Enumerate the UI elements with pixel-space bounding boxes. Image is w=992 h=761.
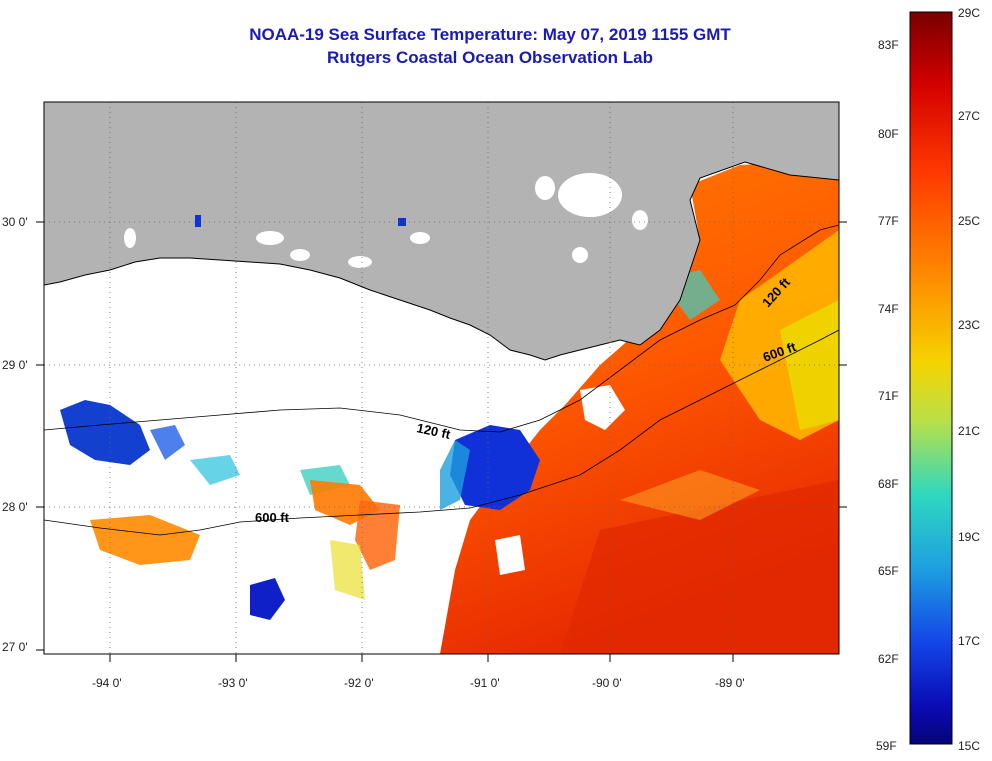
colorbar-f-label: 68F (878, 477, 899, 491)
lake-coastal-3 (572, 247, 588, 263)
colorbar-f-label: 62F (878, 652, 899, 666)
colorbar-c-label: 21C (958, 424, 981, 438)
contour-600ft (44, 329, 839, 536)
colorbar-f-label: 83F (878, 38, 899, 52)
contour-label: 120 ft (415, 420, 452, 442)
inland-cool-spot-2 (398, 218, 406, 226)
lat-label: 30 0' (2, 215, 28, 229)
cool-plume-central-edge (440, 440, 470, 510)
lon-label: -93 0' (218, 676, 248, 690)
lake-borgne (632, 210, 648, 230)
map-title: NOAA-19 Sea Surface Temperature: May 07,… (249, 25, 731, 44)
land-louisiana (44, 102, 839, 360)
lon-label: -90 0' (592, 676, 622, 690)
lon-label: -92 0' (344, 676, 374, 690)
cyan-patch-west (190, 455, 240, 485)
cloud-gap-east (580, 385, 625, 430)
colorbar-c-label: 17C (958, 634, 981, 648)
colorbar-f-label: 71F (878, 389, 899, 403)
lake-pontchartrain (558, 173, 622, 217)
map-subtitle: Rutgers Coastal Ocean Observation Lab (327, 48, 653, 67)
orange-patch-west (90, 515, 200, 565)
cool-patch-west-2 (150, 425, 185, 460)
lon-label: -91 0' (470, 676, 500, 690)
graticule (44, 102, 839, 654)
cloud-gap-east-2 (495, 535, 525, 575)
colorbar (909, 11, 953, 745)
lake-coastal-2 (348, 256, 372, 268)
colorbar-c-label: 19C (958, 530, 981, 544)
cool-patch-south (250, 578, 285, 620)
lake-coastal-1 (410, 232, 430, 244)
inland-cool-spot (195, 215, 201, 227)
colorbar-f-label: 77F (878, 214, 899, 228)
map-frame (43, 101, 840, 655)
colorbar-f-label: 74F (878, 302, 899, 316)
colorbar-c-label: 25C (958, 214, 981, 228)
colorbar-f-label: 80F (878, 127, 899, 141)
lat-label: 29 0' (2, 358, 28, 372)
lat-label: 27 0' (2, 640, 28, 654)
colorbar-f-label: 59F (876, 739, 897, 753)
lake-sabine (124, 228, 136, 248)
contour-label: 600 ft (255, 510, 290, 525)
yellow-patch-mid (330, 540, 365, 600)
colorbar-c-label: 23C (958, 318, 981, 332)
colorbar-c-label: 27C (958, 109, 981, 123)
lon-label: -94 0' (92, 676, 122, 690)
lat-label: 28 0' (2, 500, 28, 514)
orange-patch-mid-2 (355, 500, 400, 570)
warm-streak (620, 470, 760, 520)
cool-patch-west (60, 400, 150, 465)
colorbar-c-label: 15C (958, 739, 981, 753)
axis-ticks (36, 221, 847, 662)
lon-label: -89 0' (715, 676, 745, 690)
coastline (44, 161, 839, 361)
colorbar-f-label: 65F (878, 564, 899, 578)
offshore-hot-region (560, 480, 839, 654)
contour-120ft (44, 224, 839, 433)
cool-plume-central (450, 425, 540, 510)
colorbar-c-label: 29C (958, 6, 981, 20)
lake-white (290, 249, 310, 261)
lake-grand (256, 231, 284, 245)
lake-maurepas (535, 176, 555, 200)
